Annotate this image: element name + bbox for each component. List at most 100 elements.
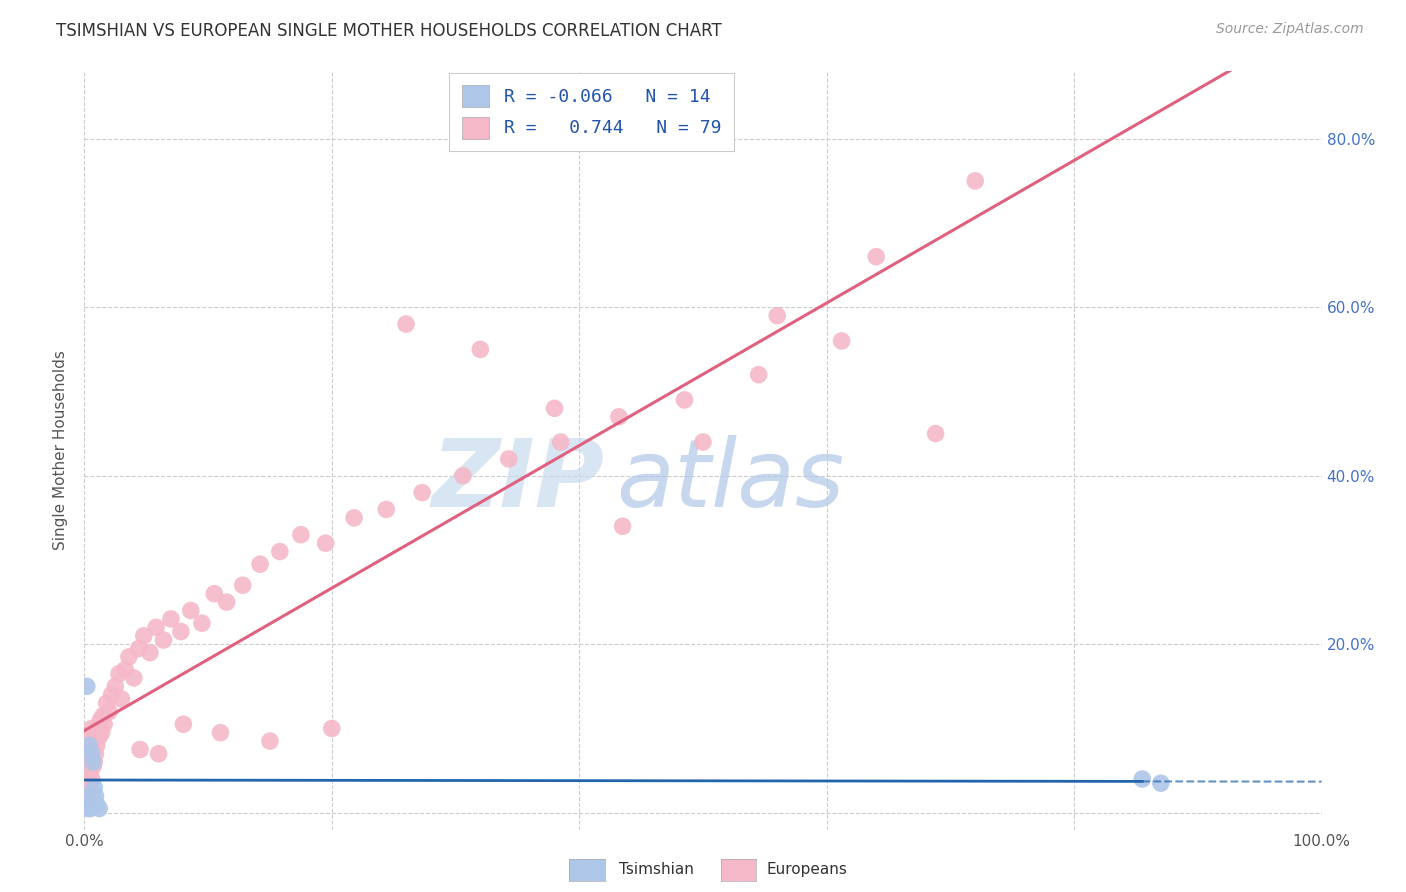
Point (91, 708, 114, 723)
Point (80, 722, 103, 736)
Point (865, 250, 887, 264)
Point (498, 451, 520, 466)
Point (451, 468, 474, 483)
Point (83, 755, 105, 769)
Point (76, 679, 98, 693)
Point (75, 793, 97, 807)
Point (89, 713, 111, 727)
Point (104, 679, 127, 693)
Point (766, 309, 789, 323)
Point (470, 343, 492, 357)
Point (82, 755, 104, 769)
Point (98, 705, 121, 719)
Point (76, 789, 98, 803)
Point (1130, 772, 1153, 786)
Point (93, 717, 115, 731)
Point (145, 620, 167, 634)
Point (90, 725, 112, 739)
Point (79, 739, 101, 753)
Point (411, 485, 433, 500)
Point (607, 409, 630, 424)
Point (84, 789, 107, 803)
Point (84, 747, 107, 761)
Text: Europeans: Europeans (766, 863, 848, 877)
Point (114, 663, 136, 677)
Point (77, 801, 100, 815)
Point (87, 722, 110, 736)
Point (152, 633, 174, 648)
Point (77, 751, 100, 765)
Point (191, 616, 214, 631)
Point (76, 755, 98, 769)
Point (86, 739, 108, 753)
Point (673, 392, 696, 407)
Point (692, 435, 714, 450)
Point (96, 696, 118, 710)
Legend: R = -0.066   N = 14, R =   0.744   N = 79: R = -0.066 N = 14, R = 0.744 N = 79 (450, 73, 734, 151)
Point (180, 603, 202, 617)
Point (290, 527, 312, 541)
Point (79, 742, 101, 756)
Point (550, 435, 572, 450)
Text: atlas: atlas (616, 435, 845, 526)
Point (82, 759, 104, 773)
Point (612, 519, 634, 533)
Point (232, 578, 254, 592)
Point (343, 511, 366, 525)
Point (924, 426, 946, 441)
Point (259, 734, 281, 748)
Point (86, 797, 108, 812)
Point (748, 368, 770, 382)
Point (132, 629, 155, 643)
Point (128, 641, 150, 656)
Point (75, 797, 97, 812)
Point (395, 317, 418, 331)
Point (108, 666, 131, 681)
Point (75, 780, 97, 795)
Point (148, 747, 170, 761)
Text: Tsimshian: Tsimshian (619, 863, 693, 877)
Point (965, 174, 987, 188)
Point (1150, 776, 1173, 790)
Point (76, 789, 98, 803)
Point (89, 730, 111, 744)
Point (202, 587, 225, 601)
Point (110, 692, 132, 706)
Point (75, 759, 97, 773)
Point (77, 739, 100, 753)
Point (209, 725, 232, 739)
Point (79, 801, 101, 815)
Point (215, 595, 238, 609)
Y-axis label: Single Mother Households: Single Mother Households (53, 351, 69, 550)
Point (543, 401, 565, 416)
Point (139, 646, 162, 660)
Point (831, 334, 853, 348)
Point (76, 768, 98, 782)
Point (315, 536, 337, 550)
Point (83, 725, 105, 739)
Point (129, 742, 152, 756)
Point (375, 502, 398, 516)
Point (122, 671, 145, 685)
Text: Source: ZipAtlas.com: Source: ZipAtlas.com (1216, 22, 1364, 37)
Point (249, 557, 271, 572)
Point (77, 785, 100, 799)
Point (83, 780, 105, 795)
Point (79, 730, 101, 744)
Point (269, 544, 291, 558)
Text: ZIP: ZIP (432, 434, 605, 527)
Point (79, 776, 101, 790)
Point (170, 624, 193, 639)
Point (172, 717, 194, 731)
Point (75, 772, 97, 786)
Point (80, 772, 103, 786)
Point (160, 612, 183, 626)
Point (76, 747, 98, 761)
Point (321, 722, 343, 736)
Point (100, 688, 122, 702)
Point (82, 734, 104, 748)
Text: TSIMSHIAN VS EUROPEAN SINGLE MOTHER HOUSEHOLDS CORRELATION CHART: TSIMSHIAN VS EUROPEAN SINGLE MOTHER HOUS… (56, 22, 723, 40)
Point (118, 649, 141, 664)
Point (89, 801, 111, 815)
Point (79, 764, 101, 778)
